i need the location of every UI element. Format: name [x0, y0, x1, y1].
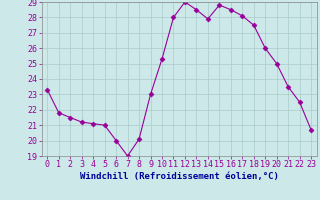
X-axis label: Windchill (Refroidissement éolien,°C): Windchill (Refroidissement éolien,°C)	[80, 172, 279, 181]
